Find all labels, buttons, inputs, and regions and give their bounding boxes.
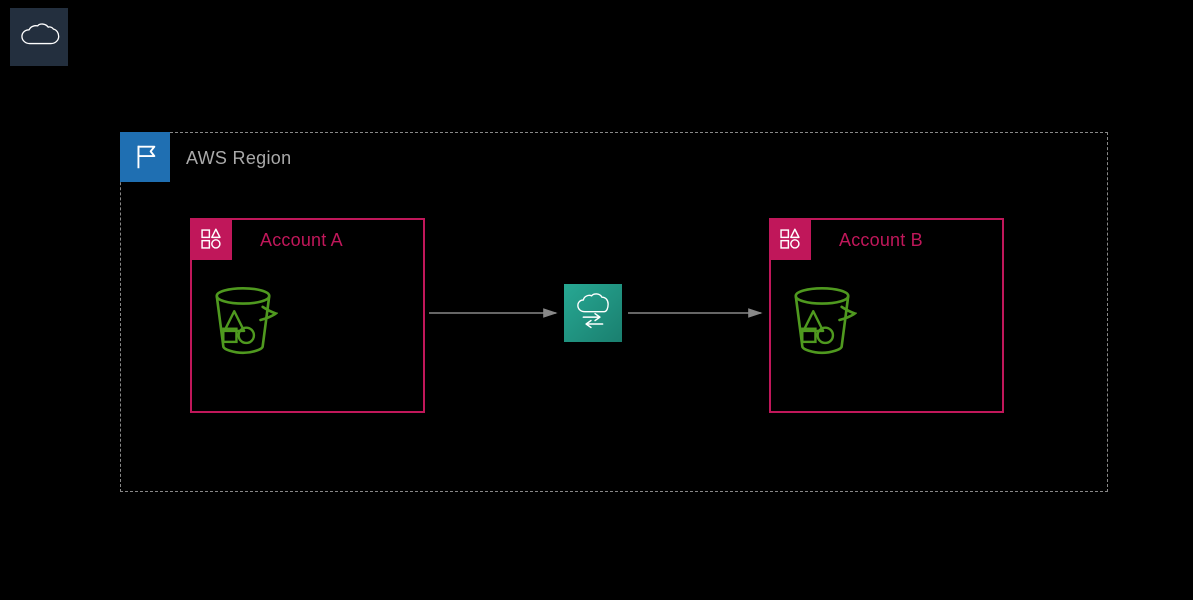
aws-cloud-badge <box>10 8 68 66</box>
account-a-bucket <box>208 285 278 360</box>
cloud-icon <box>18 22 60 52</box>
s3-bucket-icon <box>787 285 857 355</box>
region-badge <box>120 132 170 182</box>
region-title: AWS Region <box>186 148 291 169</box>
datasync-node <box>564 284 622 342</box>
s3-bucket-icon <box>208 285 278 355</box>
region-flag-icon <box>130 142 160 172</box>
account-b-bucket <box>787 285 857 360</box>
account-b-badge <box>769 218 811 260</box>
cloud-transfer-icon <box>571 291 615 335</box>
account-a-title: Account A <box>260 230 343 251</box>
account-b-title: Account B <box>839 230 923 251</box>
account-shapes-icon <box>198 226 224 252</box>
account-a-badge <box>190 218 232 260</box>
account-shapes-icon <box>777 226 803 252</box>
